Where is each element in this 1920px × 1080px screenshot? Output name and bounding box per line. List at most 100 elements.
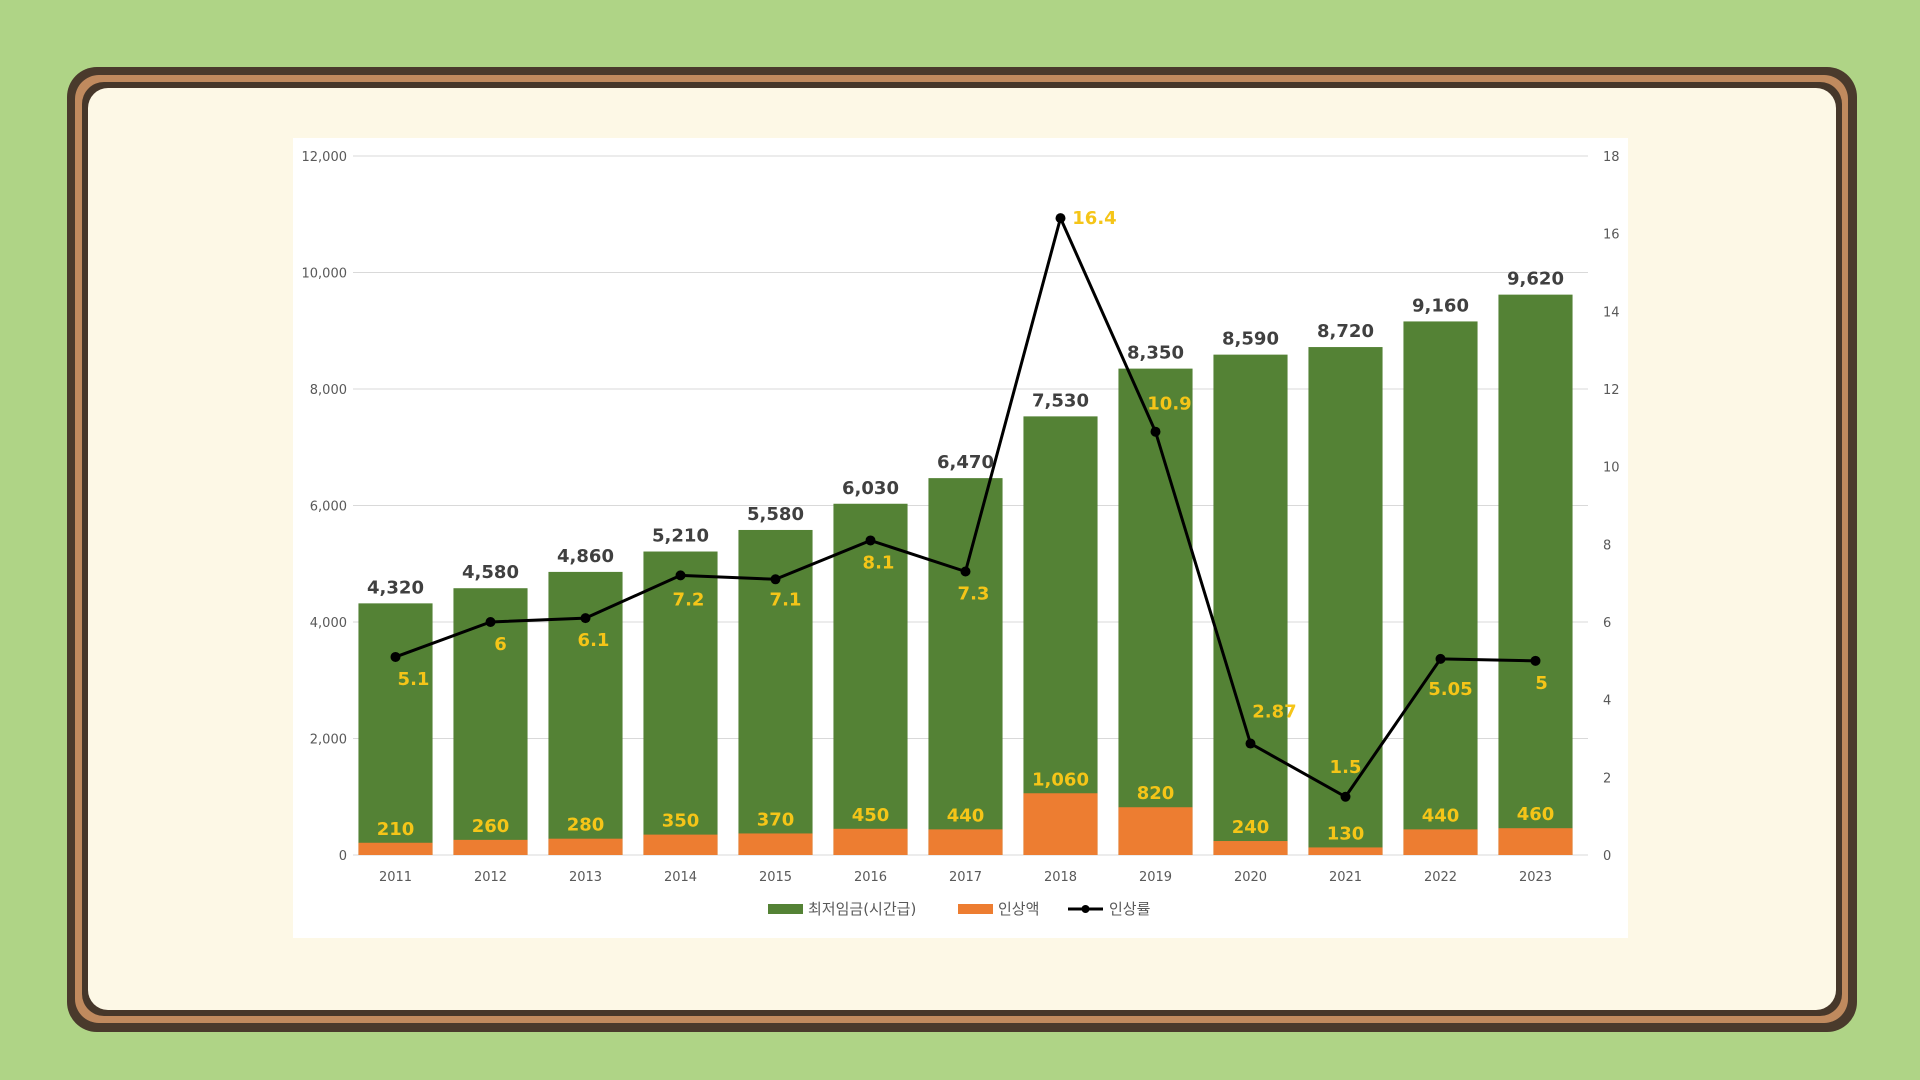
wage-bar <box>833 503 908 855</box>
rate-point <box>1435 653 1446 664</box>
wage-value-label: 8,350 <box>1127 343 1184 364</box>
rate-point <box>1150 426 1161 437</box>
increase-bar <box>1023 793 1098 855</box>
right-y-axis: 0 2 4 6 8 10 12 14 16 18 <box>1603 150 1620 864</box>
right-tick-label: 12 <box>1603 383 1620 398</box>
rate-value-label: 5 <box>1535 673 1548 694</box>
wage-value-label: 8,720 <box>1317 321 1374 342</box>
increase-bar <box>643 834 718 855</box>
left-y-axis: 0 2,000 4,000 6,000 8,000 10,000 12,000 <box>302 150 348 864</box>
wage-value-label: 9,620 <box>1507 269 1564 290</box>
wage-value-label: 5,580 <box>747 504 804 525</box>
increase-bar <box>548 838 623 855</box>
wage-value-label: 9,160 <box>1412 295 1469 316</box>
x-tick-label: 2021 <box>1329 870 1362 885</box>
increase-bar <box>1213 841 1288 855</box>
x-tick-label: 2014 <box>664 870 697 885</box>
increase-value-label: 820 <box>1137 783 1175 804</box>
x-tick-label: 2015 <box>759 870 792 885</box>
wage-bar <box>1403 321 1478 855</box>
wage-bar <box>1213 354 1288 855</box>
left-tick-label: 10,000 <box>302 267 348 282</box>
rate-value-label: 7.1 <box>770 589 802 610</box>
x-tick-label: 2022 <box>1424 870 1457 885</box>
rate-point <box>1055 213 1066 224</box>
rate-value-label: 16.4 <box>1072 208 1116 229</box>
legend-label-wage: 최저임금(시간급) <box>808 900 916 918</box>
increase-value-label: 210 <box>377 819 415 840</box>
x-tick-label: 2011 <box>379 870 412 885</box>
wage-bar <box>358 603 433 855</box>
rate-point <box>1530 655 1541 666</box>
increase-value-label: 280 <box>567 815 605 836</box>
rate-value-label: 7.2 <box>673 589 705 610</box>
legend-marker-rate <box>1081 905 1090 913</box>
increase-value-label: 370 <box>757 809 795 830</box>
rate-point <box>1340 791 1351 802</box>
left-tick-label: 2,000 <box>310 733 347 748</box>
x-tick-label: 2013 <box>569 870 602 885</box>
legend-swatch-increase <box>958 904 993 914</box>
right-tick-label: 14 <box>1603 305 1620 320</box>
increase-value-label: 440 <box>1422 805 1460 826</box>
wage-bar <box>1118 368 1193 855</box>
increase-bar <box>1498 828 1573 855</box>
wage-bar <box>1308 347 1383 855</box>
rate-point <box>770 574 781 585</box>
rate-value-label: 8.1 <box>863 552 895 573</box>
increase-value-label: 450 <box>852 805 890 826</box>
increase-bar <box>1308 847 1383 855</box>
wage-value-label: 6,470 <box>937 452 994 473</box>
left-tick-label: 8,000 <box>310 383 347 398</box>
wage-bar <box>1023 416 1098 855</box>
increase-value-label: 1,060 <box>1032 769 1089 790</box>
right-tick-label: 0 <box>1603 849 1611 864</box>
rate-point <box>485 617 496 627</box>
rate-point <box>865 535 876 546</box>
increase-bar <box>928 829 1003 855</box>
increase-value-label: 350 <box>662 811 700 832</box>
legend-label-increase: 인상액 <box>998 900 1039 918</box>
increase-value-label: 240 <box>1232 817 1270 838</box>
rate-value-label: 7.3 <box>958 584 990 605</box>
x-tick-label: 2017 <box>949 870 982 885</box>
increase-value-label: 460 <box>1517 804 1555 825</box>
wage-value-label: 4,860 <box>557 546 614 567</box>
left-tick-label: 4,000 <box>310 616 347 631</box>
right-tick-label: 16 <box>1603 228 1620 243</box>
wage-value-label: 7,530 <box>1032 390 1089 411</box>
wage-value-label: 8,590 <box>1222 329 1279 350</box>
right-tick-label: 2 <box>1603 771 1611 786</box>
legend-swatch-wage <box>768 904 803 914</box>
rate-point <box>390 651 401 662</box>
increase-value-label: 130 <box>1327 823 1365 844</box>
rate-value-label: 6.1 <box>578 630 610 651</box>
x-tick-label: 2016 <box>854 870 887 885</box>
x-tick-label: 2019 <box>1139 870 1172 885</box>
wage-value-label: 5,210 <box>652 526 709 547</box>
left-tick-label: 6,000 <box>310 500 347 515</box>
rate-point <box>960 566 971 577</box>
chart-card: 0 2,000 4,000 6,000 8,000 10,000 12,000 0 2 4 6 8 1… <box>293 138 1628 938</box>
rate-value-label: 10.9 <box>1147 394 1191 415</box>
legend: 최저임금(시간급) 인상액 인상률 <box>768 900 1151 918</box>
x-tick-label: 2018 <box>1044 870 1077 885</box>
left-tick-label: 0 <box>339 849 347 864</box>
rate-value-label: 1.5 <box>1330 757 1362 778</box>
wage-bar <box>928 478 1003 855</box>
right-tick-label: 4 <box>1603 694 1611 709</box>
right-tick-label: 18 <box>1603 150 1620 165</box>
increase-bar <box>1118 807 1193 855</box>
legend-label-rate: 인상률 <box>1109 900 1151 918</box>
x-axis: 2011 2012 2013 2014 2015 2016 2017 2018 2019 2020… <box>379 870 1552 885</box>
wage-bar <box>1498 294 1573 855</box>
right-tick-label: 8 <box>1603 538 1611 553</box>
wage-value-label: 6,030 <box>842 478 899 499</box>
increase-bar <box>358 842 433 855</box>
increase-bar <box>833 828 908 855</box>
rate-point <box>580 613 591 624</box>
data-labels: 4,320 210 4,580 260 4,860 280 5,210 350 5,580 370… <box>367 208 1564 844</box>
increase-bar <box>738 833 813 855</box>
right-tick-label: 10 <box>1603 461 1620 476</box>
rate-point <box>675 570 686 581</box>
